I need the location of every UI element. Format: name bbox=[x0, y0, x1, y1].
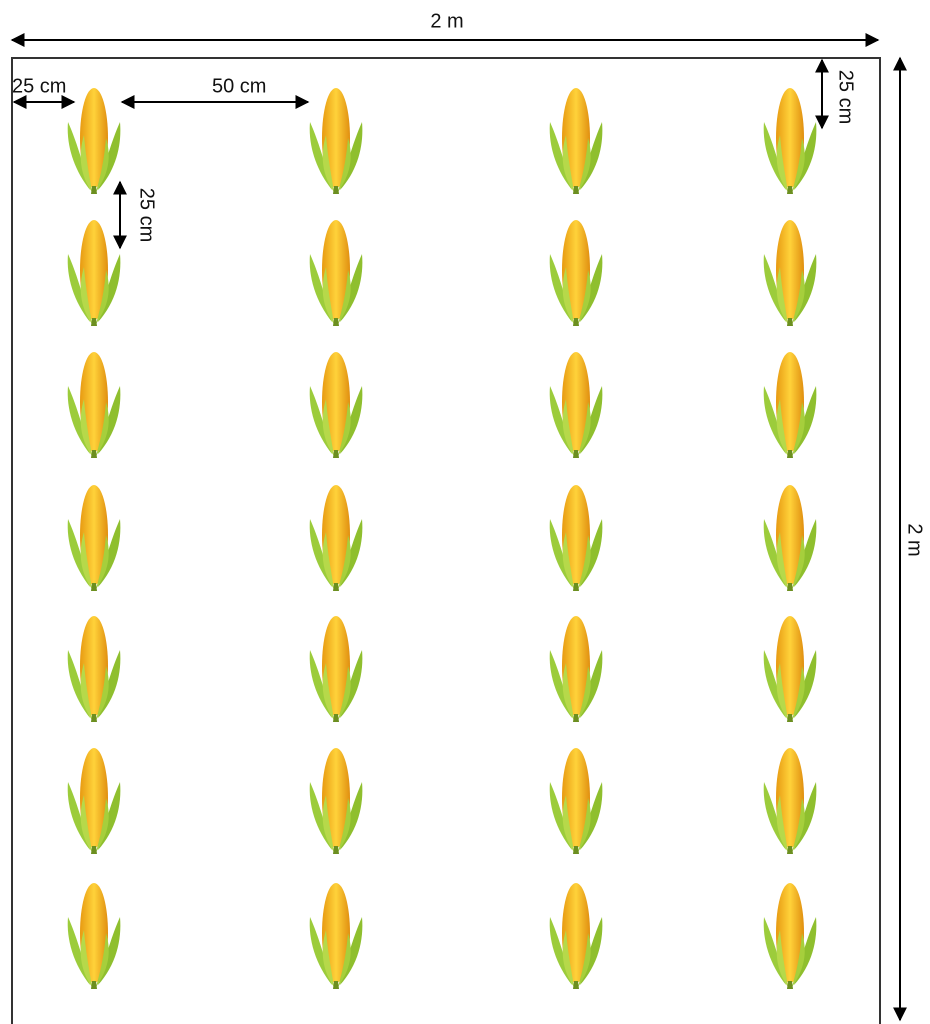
corn-plant bbox=[68, 352, 121, 458]
corn-plant bbox=[68, 88, 121, 194]
corn-plant bbox=[764, 220, 817, 326]
corn-plant bbox=[310, 616, 363, 722]
edge-margin-label: 25 cm bbox=[12, 75, 66, 97]
corn-plant bbox=[68, 748, 121, 854]
corn-plant bbox=[68, 220, 121, 326]
corn-plant bbox=[68, 485, 121, 591]
corn-plant bbox=[310, 883, 363, 989]
top-margin-label: 25 cm bbox=[835, 70, 857, 124]
width-label: 2 m bbox=[430, 10, 463, 32]
corn-plant bbox=[550, 748, 603, 854]
corn-plant bbox=[764, 485, 817, 591]
row-spacing-label: 50 cm bbox=[212, 75, 266, 97]
corn-plants bbox=[68, 88, 817, 989]
corn-plant bbox=[764, 616, 817, 722]
corn-plant bbox=[310, 220, 363, 326]
corn-plant bbox=[310, 748, 363, 854]
corn-plant bbox=[550, 220, 603, 326]
corn-plant bbox=[550, 352, 603, 458]
corn-plant bbox=[764, 88, 817, 194]
corn-plant bbox=[310, 485, 363, 591]
corn-plant bbox=[310, 88, 363, 194]
corn-plant bbox=[550, 883, 603, 989]
height-label: 2 m bbox=[904, 523, 926, 556]
corn-plant bbox=[68, 883, 121, 989]
corn-plant bbox=[550, 616, 603, 722]
corn-plant bbox=[764, 748, 817, 854]
planting-diagram: 2 m 2 m 25 cm 50 cm 25 cm 25 cm bbox=[0, 0, 930, 1024]
plant-spacing-label: 25 cm bbox=[136, 188, 158, 242]
corn-plant bbox=[764, 352, 817, 458]
corn-plant bbox=[68, 616, 121, 722]
corn-plant bbox=[764, 883, 817, 989]
corn-plant bbox=[550, 485, 603, 591]
corn-plant bbox=[310, 352, 363, 458]
corn-plant bbox=[550, 88, 603, 194]
